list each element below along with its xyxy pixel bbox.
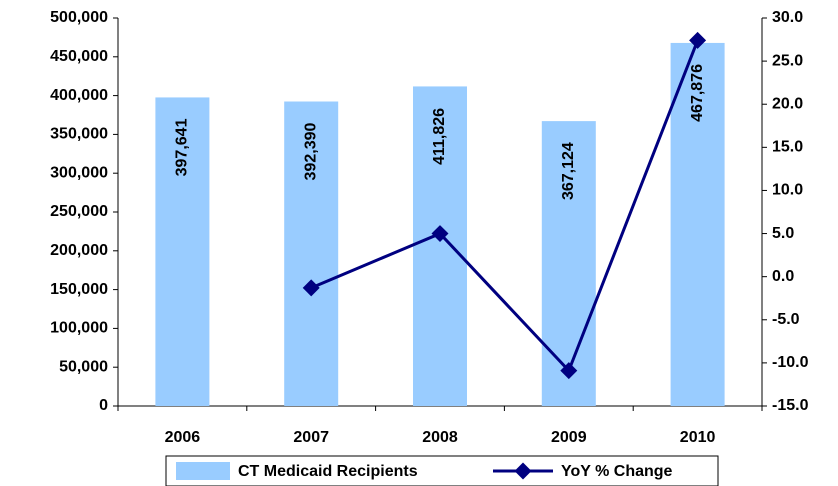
y-tick-label: 300,000 xyxy=(50,164,108,181)
data-label: 467,876 xyxy=(689,64,706,122)
y-tick-label: 100,000 xyxy=(50,320,108,337)
y-tick-label: 350,000 xyxy=(50,126,108,143)
legend-label: YoY % Change xyxy=(561,463,673,480)
x-tick-label: 2007 xyxy=(293,429,329,446)
marker xyxy=(302,279,320,297)
y2-tick-label: 0.0 xyxy=(772,268,794,285)
bar xyxy=(155,97,210,406)
legend-marker xyxy=(514,462,532,480)
data-label: 367,124 xyxy=(560,142,577,200)
bar xyxy=(670,42,725,406)
x-tick-label: 2008 xyxy=(422,429,458,446)
bar xyxy=(284,101,339,406)
y-tick-label: 150,000 xyxy=(50,281,108,298)
bar xyxy=(541,121,596,406)
y-tick-label: 500,000 xyxy=(50,9,108,26)
y2-tick-label: 10.0 xyxy=(772,182,803,199)
marker xyxy=(560,362,578,380)
y2-tick-label: -5.0 xyxy=(772,311,800,328)
y-tick-label: 0 xyxy=(99,397,108,414)
legend-swatch xyxy=(176,462,230,480)
x-tick-label: 2009 xyxy=(551,429,587,446)
y-tick-label: 50,000 xyxy=(59,358,108,375)
legend-label: CT Medicaid Recipients xyxy=(238,463,418,480)
y-tick-label: 400,000 xyxy=(50,87,108,104)
y2-tick-label: 20.0 xyxy=(772,95,803,112)
bar xyxy=(413,86,467,406)
y-tick-label: 450,000 xyxy=(50,48,108,65)
y-tick-label: 250,000 xyxy=(50,203,108,220)
marker xyxy=(689,31,707,49)
y2-tick-label: 25.0 xyxy=(772,52,803,69)
marker xyxy=(431,225,449,243)
legend-box xyxy=(165,455,719,486)
y2-tick-label: 15.0 xyxy=(772,139,803,156)
y2-tick-label: 5.0 xyxy=(772,225,794,242)
data-label: 411,826 xyxy=(431,108,448,165)
x-tick-label: 2010 xyxy=(680,429,716,446)
y2-tick-label: 30.0 xyxy=(772,9,803,26)
line xyxy=(310,39,699,374)
data-label: 397,641 xyxy=(174,118,191,176)
y2-tick-label: -15.0 xyxy=(772,397,809,414)
y2-tick-label: -10.0 xyxy=(772,354,809,371)
data-label: 392,390 xyxy=(302,122,319,180)
x-tick-label: 2006 xyxy=(165,429,201,446)
y-tick-label: 200,000 xyxy=(50,242,108,259)
